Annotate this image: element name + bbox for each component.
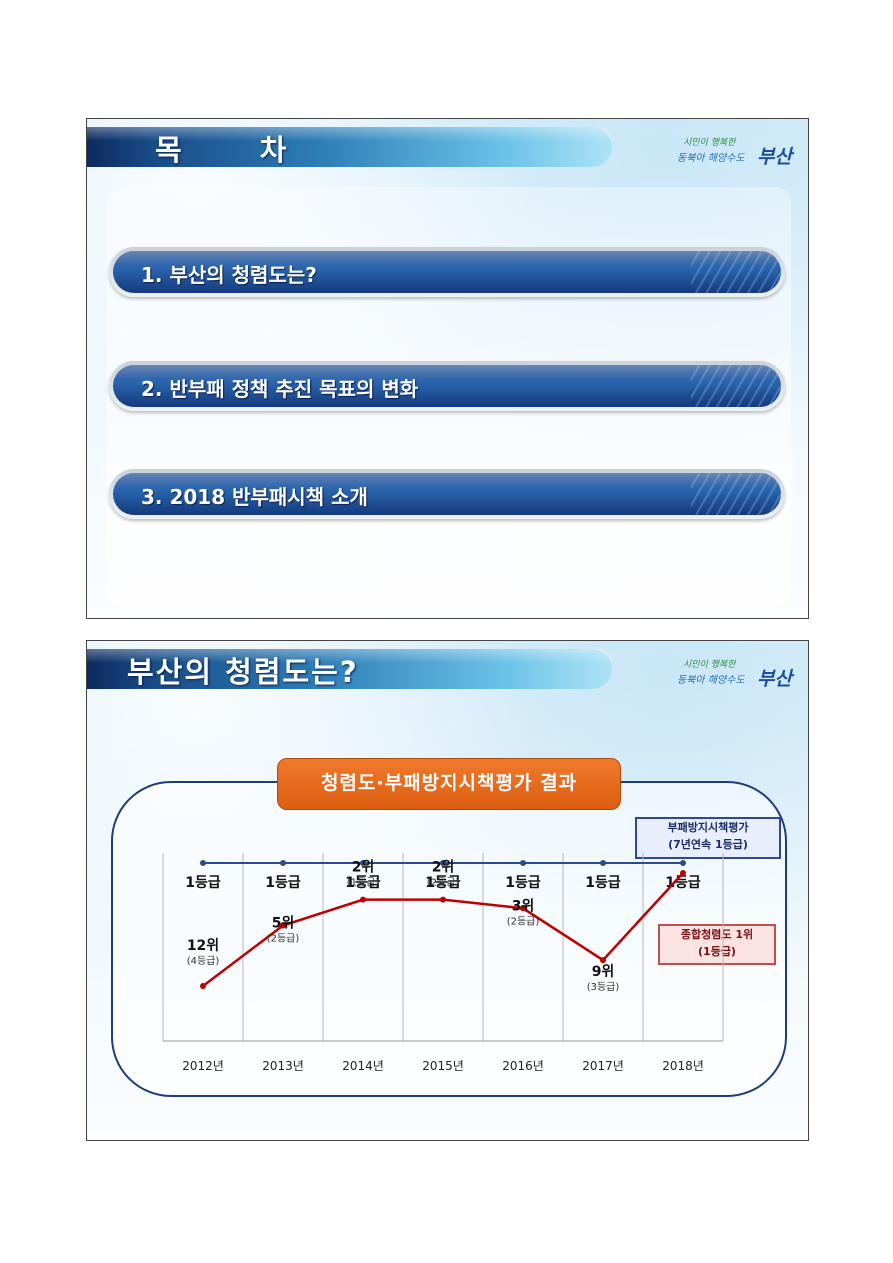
x-tick-label: 2012년 bbox=[182, 1059, 224, 1073]
grade-label: 1등급 bbox=[265, 875, 301, 891]
menu-item-policy-goals[interactable]: 2. 반부패 정책 추진 목표의 변화 bbox=[109, 361, 785, 411]
note-line2: (7년연속 1등급) bbox=[668, 838, 748, 851]
logo-city: 부산 bbox=[757, 668, 794, 690]
anticorruption-eval-note: 부패방지시책평가 (7년연속 1등급) bbox=[635, 817, 781, 859]
x-tick-label: 2013년 bbox=[262, 1059, 304, 1073]
data-point-integrity bbox=[680, 870, 686, 876]
note-line2: (1등급) bbox=[698, 945, 736, 958]
grade-label: 1등급 bbox=[425, 875, 461, 891]
data-point-anticorruption bbox=[440, 860, 446, 866]
grade-sub-label: (2등급) bbox=[507, 915, 540, 927]
grade-label: 1등급 bbox=[585, 875, 621, 891]
title-bar bbox=[87, 127, 612, 167]
x-tick-label: 2018년 bbox=[662, 1059, 704, 1073]
menu-item-label: 2. 반부패 정책 추진 목표의 변화 bbox=[141, 377, 419, 401]
data-point-integrity bbox=[440, 896, 446, 903]
x-tick-label: 2015년 bbox=[422, 1059, 464, 1073]
rank-label: 12위 bbox=[187, 938, 219, 954]
busan-logo: 시민이 행복한 동북아 해양수도 부산 bbox=[677, 659, 794, 690]
data-point-integrity bbox=[360, 896, 366, 903]
slide-table-of-contents: 목 차 시민이 행복한 동북아 해양수도 부산 1. 부산의 청렴도는? 2. … bbox=[86, 118, 809, 619]
page-title: 목 차 bbox=[155, 133, 321, 167]
logo-line1: 시민이 행복한 bbox=[683, 137, 737, 148]
menu-decoration bbox=[691, 251, 781, 293]
slide-integrity-results: 부산의 청렴도는? 시민이 행복한 동북아 해양수도 부산 청렴도·부패방지시책… bbox=[86, 640, 809, 1141]
menu-item-label: 1. 부산의 청렴도는? bbox=[141, 263, 317, 287]
rank-label: 2위 bbox=[432, 860, 455, 876]
rank-label: 2위 bbox=[352, 860, 375, 876]
title-bar bbox=[87, 649, 612, 689]
rank-label: 9위 bbox=[592, 964, 615, 980]
data-point-anticorruption bbox=[200, 860, 206, 866]
logo-city: 부산 bbox=[757, 146, 794, 168]
grade-label: 1등급 bbox=[345, 875, 381, 891]
grade-sub-label: (3등급) bbox=[587, 981, 620, 993]
page-title: 부산의 청렴도는? bbox=[127, 655, 359, 689]
integrity-rank-note: 종합청렴도 1위 (1등급) bbox=[658, 924, 776, 965]
integrity-chart: 2012년 2013년 2014년 2015년 2016년 2017년 2018년 1등급 1등… bbox=[162, 853, 724, 1073]
busan-logo: 시민이 행복한 동북아 해양수도 부산 bbox=[677, 137, 794, 168]
data-point-integrity bbox=[520, 905, 526, 912]
data-point-integrity bbox=[280, 922, 286, 929]
grade-label: 1등급 bbox=[185, 875, 221, 891]
data-point-anticorruption bbox=[680, 860, 686, 866]
grade-sub-label: (2등급) bbox=[267, 933, 300, 945]
data-point-anticorruption bbox=[360, 860, 366, 866]
logo-line2: 동북아 해양수도 bbox=[677, 152, 745, 164]
logo-line1: 시민이 행복한 bbox=[683, 659, 737, 670]
grade-sub-label: (1등급) bbox=[347, 877, 380, 889]
menu-item-label: 3. 2018 반부패시책 소개 bbox=[141, 485, 368, 509]
rank-label: 5위 bbox=[272, 916, 295, 932]
data-point-anticorruption bbox=[280, 860, 286, 866]
grade-sub-label: (2등급) bbox=[427, 877, 460, 889]
results-title: 청렴도·부패방지시책평가 결과 bbox=[277, 758, 621, 810]
data-point-anticorruption bbox=[520, 860, 526, 866]
menu-decoration bbox=[691, 365, 781, 407]
x-tick-label: 2014년 bbox=[342, 1059, 384, 1073]
data-point-integrity bbox=[200, 983, 206, 989]
grade-label: 1등급 bbox=[505, 875, 541, 891]
menu-decoration bbox=[691, 473, 781, 515]
grade-label: 1등급 bbox=[665, 875, 701, 891]
note-line1: 종합청렴도 1위 bbox=[680, 928, 754, 941]
data-point-anticorruption bbox=[600, 860, 606, 866]
x-tick-label: 2017년 bbox=[582, 1059, 624, 1073]
grade-sub-label: (4등급) bbox=[187, 955, 220, 967]
note-line1: 부패방지시책평가 bbox=[667, 821, 749, 834]
menu-item-busan-integrity[interactable]: 1. 부산의 청렴도는? bbox=[109, 247, 785, 297]
x-tick-label: 2016년 bbox=[502, 1059, 544, 1073]
menu-item-2018-measures[interactable]: 3. 2018 반부패시책 소개 bbox=[109, 469, 785, 519]
rank-label: 3위 bbox=[512, 898, 535, 914]
logo-line2: 동북아 해양수도 bbox=[677, 674, 745, 686]
data-point-integrity bbox=[600, 957, 606, 964]
